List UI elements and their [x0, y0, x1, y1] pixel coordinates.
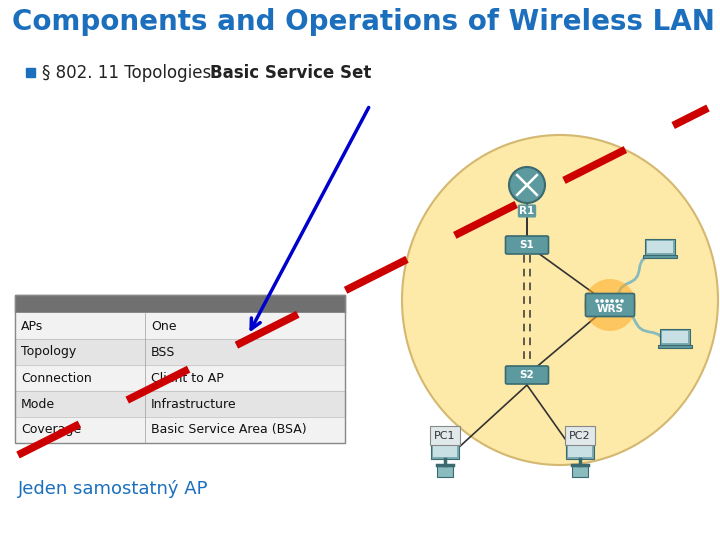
Circle shape [595, 299, 599, 303]
Bar [658, 345, 692, 348]
Circle shape [606, 299, 609, 303]
Bar [15, 295, 345, 313]
Text: S1: S1 [520, 240, 534, 250]
Bar [15, 295, 345, 443]
Bar [15, 313, 345, 339]
Bar [15, 339, 345, 365]
Bar [645, 239, 675, 255]
Bar [433, 446, 457, 457]
Text: Mode: Mode [21, 397, 55, 410]
Circle shape [600, 299, 604, 303]
Text: BSS: BSS [151, 346, 176, 359]
FancyBboxPatch shape [505, 236, 549, 254]
Bar [662, 331, 688, 343]
Bar [568, 446, 592, 457]
Text: Basic Service Set: Basic Service Set [210, 64, 372, 82]
Text: One: One [151, 320, 176, 333]
Text: R1: R1 [519, 206, 535, 216]
Bar [26, 68, 35, 77]
Text: Components and Operations of Wireless LAN: Components and Operations of Wireless LA… [12, 8, 715, 36]
Bar [572, 466, 588, 477]
Text: Infrastructure: Infrastructure [151, 397, 237, 410]
FancyBboxPatch shape [505, 366, 549, 384]
Bar [647, 241, 673, 253]
Circle shape [584, 279, 636, 331]
Text: Client to AP: Client to AP [151, 372, 224, 384]
Circle shape [509, 167, 545, 203]
FancyBboxPatch shape [585, 294, 634, 316]
Text: Jeden samostatný AP: Jeden samostatný AP [18, 480, 209, 498]
Circle shape [611, 299, 613, 303]
Text: Coverage: Coverage [21, 423, 81, 436]
Bar [15, 365, 345, 391]
Text: Basic Service Area (BSA): Basic Service Area (BSA) [151, 423, 307, 436]
Text: PC2: PC2 [570, 430, 591, 441]
Bar [643, 255, 677, 258]
Text: Topology: Topology [21, 346, 76, 359]
Bar [431, 443, 459, 459]
Bar [15, 391, 345, 417]
Text: Connection: Connection [21, 372, 91, 384]
Text: APs: APs [21, 320, 43, 333]
Bar [660, 329, 690, 345]
Text: PC1: PC1 [434, 430, 456, 441]
Bar [437, 466, 453, 477]
Text: S2: S2 [520, 370, 534, 380]
Ellipse shape [402, 135, 718, 465]
Circle shape [620, 299, 624, 303]
Bar [15, 417, 345, 443]
Circle shape [615, 299, 618, 303]
Text: WRS: WRS [596, 304, 624, 314]
Bar [566, 443, 594, 459]
Text: § 802. 11 Topologies:: § 802. 11 Topologies: [42, 64, 222, 82]
